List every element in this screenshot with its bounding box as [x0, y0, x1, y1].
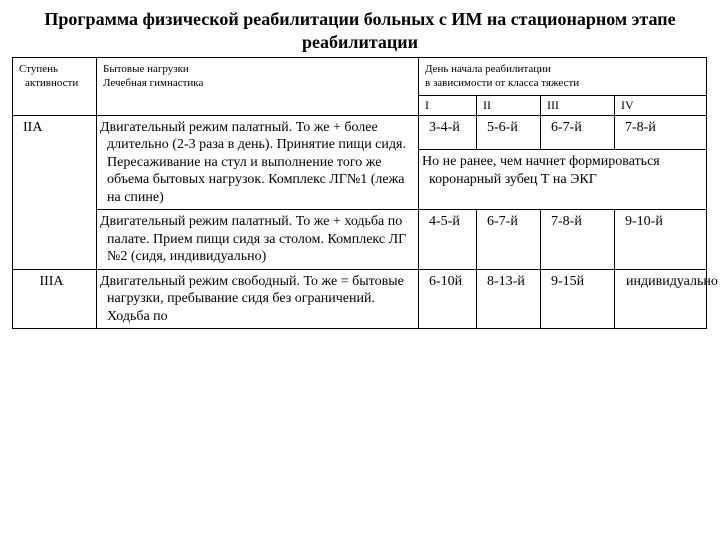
- note-IIA: Но не ранее, чем начнет формироваться ко…: [419, 150, 707, 210]
- stage-IIA: IIА: [13, 115, 97, 269]
- desc-IIA-1: Двигательный режим палатный. То же + бол…: [97, 115, 419, 210]
- hdr-stage-text: Ступень активности: [19, 62, 90, 91]
- day-cell: 5-6-й: [477, 115, 541, 150]
- hdr-IV: IV: [615, 95, 707, 115]
- day-cell: 4-5-й: [419, 210, 477, 270]
- day-cell: 8-13-й: [477, 269, 541, 329]
- hdr-I: I: [419, 95, 477, 115]
- page-title: Программа физической реабилитации больны…: [0, 0, 720, 57]
- header-row-1: Ступень активности Бытовые нагрузки Лече…: [13, 58, 707, 96]
- stage-IIIA: IIIА: [13, 269, 97, 329]
- day-cell: 6-7-й: [477, 210, 541, 270]
- table-row: IIIА Двигательный режим свободный. То же…: [13, 269, 707, 329]
- day-cell: 7-8-й: [541, 210, 615, 270]
- hdr-III: III: [541, 95, 615, 115]
- day-cell: 6-7-й: [541, 115, 615, 150]
- hdr-stage: Ступень активности: [13, 58, 97, 116]
- day-cell: 3-4-й: [419, 115, 477, 150]
- hdr-days: День начала реабилитации в зависимости о…: [419, 58, 707, 96]
- table-row: Двигательный режим палатный. То же + ход…: [13, 210, 707, 270]
- hdr-desc-text: Бытовые нагрузки Лечебная гимнастика: [103, 63, 203, 89]
- desc-IIA-2: Двигательный режим палатный. То же + ход…: [97, 210, 419, 270]
- day-cell: 6-10й: [419, 269, 477, 329]
- day-cell: 9-15й: [541, 269, 615, 329]
- day-cell: 9-10-й: [615, 210, 707, 270]
- hdr-desc: Бытовые нагрузки Лечебная гимнастика: [97, 58, 419, 116]
- rehab-table: Ступень активности Бытовые нагрузки Лече…: [12, 57, 707, 329]
- day-cell: индивидуально: [615, 269, 707, 329]
- hdr-days-text: День начала реабилитации в зависимости о…: [425, 63, 579, 89]
- day-cell: 7-8-й: [615, 115, 707, 150]
- hdr-II: II: [477, 95, 541, 115]
- table-row: IIА Двигательный режим палатный. То же +…: [13, 115, 707, 150]
- desc-IIIA: Двигательный режим свободный. То же = бы…: [97, 269, 419, 329]
